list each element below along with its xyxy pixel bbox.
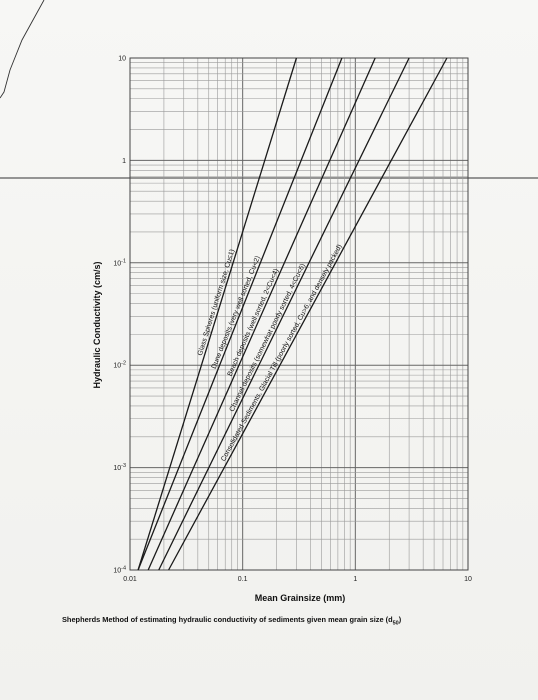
x-tick-labels: 0.01 0.1 1 10	[123, 576, 472, 583]
pen-stroke-top-left	[0, 0, 45, 99]
pen-marks	[0, 0, 538, 179]
y-axis-title: Hydraulic Conductivity (cm/s)	[92, 261, 102, 388]
x-tick-label: 0.1	[238, 576, 248, 583]
x-axis-title: Mean Grainsize (mm)	[255, 593, 346, 603]
chart-grid	[130, 58, 468, 570]
y-tick-label: 10-1	[113, 258, 126, 267]
series-lines	[137, 57, 448, 571]
x-tick-label: 0.01	[123, 576, 137, 583]
plot-frame	[129, 57, 469, 571]
caption-subscript: 50	[392, 620, 399, 627]
caption-text: Shepherds Method of estimating hydraulic…	[62, 615, 393, 624]
plot-border	[129, 57, 469, 571]
y-tick-label: 1	[122, 158, 126, 165]
series-line	[158, 57, 410, 571]
caption-close: )	[398, 615, 402, 624]
series-line	[168, 57, 448, 571]
y-tick-label: 10-3	[113, 463, 126, 472]
x-tick-label: 1	[353, 576, 357, 583]
y-tick-label: 10-2	[113, 361, 126, 370]
y-tick-label: 10	[118, 56, 126, 63]
x-tick-label: 10	[464, 576, 472, 583]
series-label: Glass Spheres (uniform size, Cu≤1)	[197, 249, 236, 357]
y-tick-labels: 10 1 10-1 10-2 10-3 10-4	[113, 56, 126, 575]
series-line	[137, 57, 343, 571]
series-line	[137, 57, 298, 571]
series-line	[147, 57, 376, 571]
figure-caption: Shepherds Method of estimating hydraulic…	[62, 615, 522, 626]
y-tick-label: 10-4	[113, 566, 126, 575]
